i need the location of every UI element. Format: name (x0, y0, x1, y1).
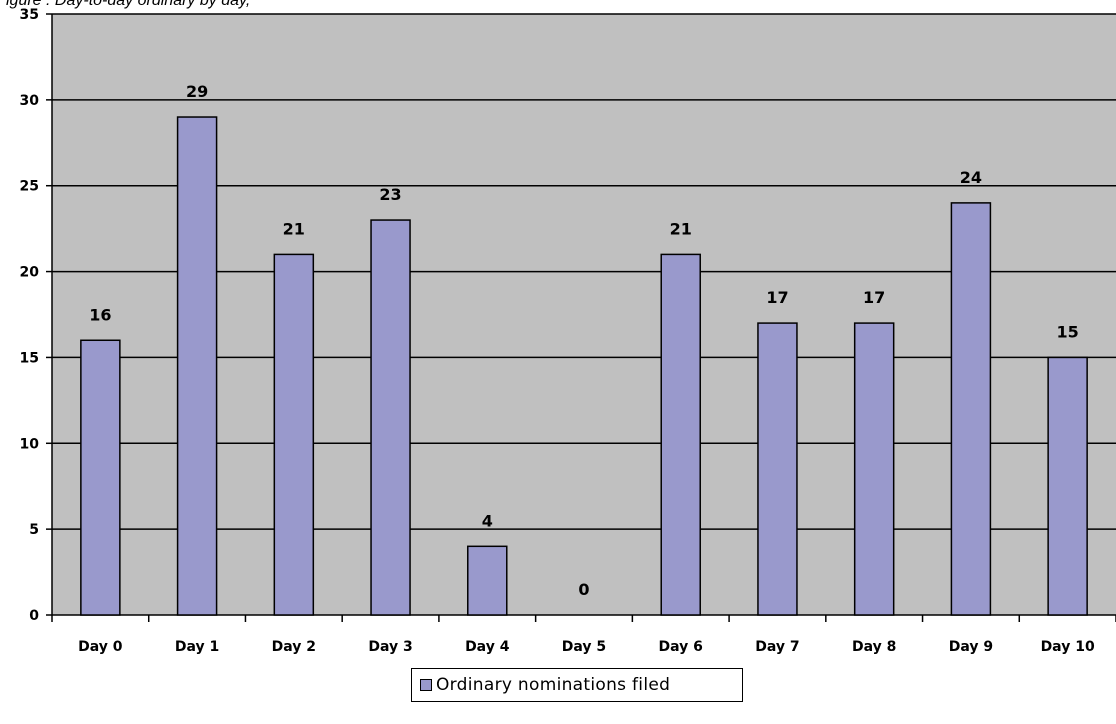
bar-day-4 (467, 545, 508, 616)
y-tick-label: 30 (20, 93, 40, 109)
bar-day-1 (176, 116, 218, 616)
legend-swatch (420, 679, 432, 691)
data-label: 23 (379, 185, 401, 204)
data-label: 4 (482, 511, 493, 530)
data-label: 15 (1057, 322, 1079, 341)
y-tick-label: 25 (20, 179, 39, 195)
y-tick-label: 20 (20, 265, 40, 281)
x-category-label: Day 5 (562, 639, 606, 655)
data-label: 21 (283, 219, 305, 238)
data-label: 17 (766, 288, 788, 307)
data-label: 0 (578, 580, 589, 599)
x-category-label: Day 6 (659, 639, 703, 655)
bar-day-7 (757, 322, 798, 616)
data-label: 24 (960, 168, 982, 187)
bar-day-2 (273, 253, 315, 616)
bar-day-8 (853, 322, 895, 616)
y-tick-label: 0 (29, 608, 39, 624)
x-category-label: Day 3 (368, 639, 412, 655)
x-category-label: Day 10 (1041, 639, 1095, 655)
data-label: 21 (670, 219, 692, 238)
bar-day-9 (950, 202, 992, 616)
chart-title: igure : Day-to-day ordinary by day, (6, 0, 251, 9)
x-category-label: Day 9 (949, 639, 993, 655)
y-tick-label: 5 (29, 522, 39, 538)
y-tick-label: 35 (20, 7, 39, 23)
data-label: 29 (186, 82, 208, 101)
bar-day-10 (1047, 356, 1088, 616)
bar-day-3 (370, 219, 411, 616)
legend-label: Ordinary nominations filed (436, 675, 671, 695)
bar-day-6 (660, 253, 701, 616)
data-label: 17 (863, 288, 885, 307)
plot-area (52, 14, 1116, 615)
y-tick-label: 15 (20, 350, 39, 366)
y-tick-label: 10 (20, 436, 40, 452)
x-category-label: Day 2 (272, 639, 316, 655)
bar-day-0 (80, 339, 121, 616)
legend: Ordinary nominations filed (411, 668, 743, 702)
x-category-label: Day 1 (175, 639, 219, 655)
x-category-label: Day 0 (78, 639, 123, 655)
x-category-label: Day 7 (755, 639, 799, 655)
x-category-label: Day 8 (852, 639, 896, 655)
data-label: 16 (89, 305, 111, 324)
x-category-label: Day 4 (465, 639, 510, 655)
